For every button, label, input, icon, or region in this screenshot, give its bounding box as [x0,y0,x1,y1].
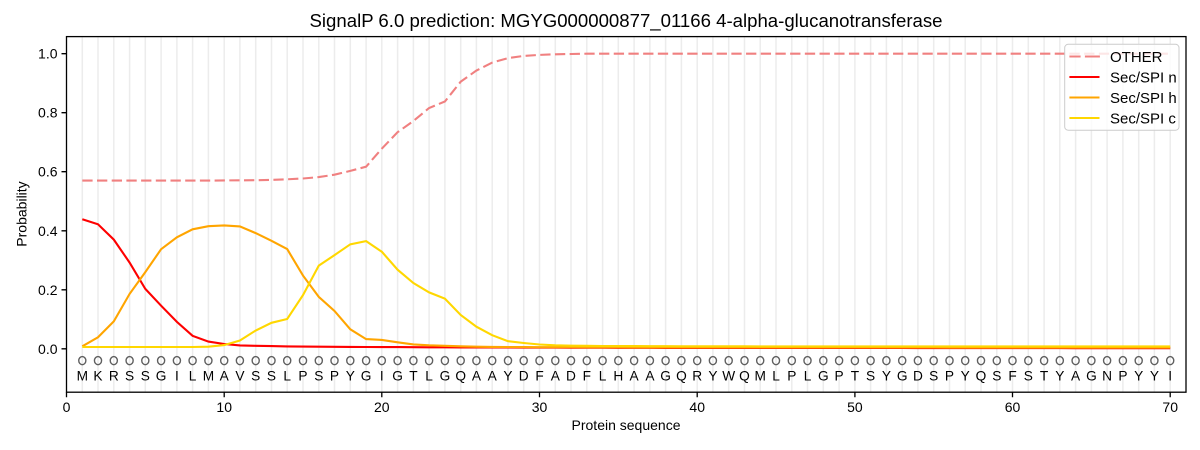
svg-text:10: 10 [216,399,232,415]
svg-text:40: 40 [689,399,705,415]
svg-text:OTHER: OTHER [1110,49,1163,66]
svg-text:Sec/SPI h: Sec/SPI h [1110,90,1177,107]
svg-text:1.0: 1.0 [38,46,58,62]
svg-text:Sec/SPI n: Sec/SPI n [1110,69,1177,86]
svg-text:70: 70 [1162,399,1178,415]
svg-text:60: 60 [1005,399,1021,415]
svg-text:50: 50 [847,399,863,415]
svg-text:SignalP 6.0 prediction: MGYG00: SignalP 6.0 prediction: MGYG000000877_01… [310,10,943,32]
svg-text:Protein sequence: Protein sequence [572,417,681,433]
svg-text:30: 30 [532,399,548,415]
svg-text:Probability: Probability [14,181,30,246]
svg-text:Sec/SPI c: Sec/SPI c [1110,110,1176,127]
svg-text:0.0: 0.0 [38,341,58,357]
svg-text:0.4: 0.4 [38,223,58,239]
svg-text:0: 0 [63,399,71,415]
svg-text:0.6: 0.6 [38,164,58,180]
svg-text:0.8: 0.8 [38,105,58,121]
svg-text:0.2: 0.2 [38,282,58,298]
svg-text:20: 20 [374,399,390,415]
